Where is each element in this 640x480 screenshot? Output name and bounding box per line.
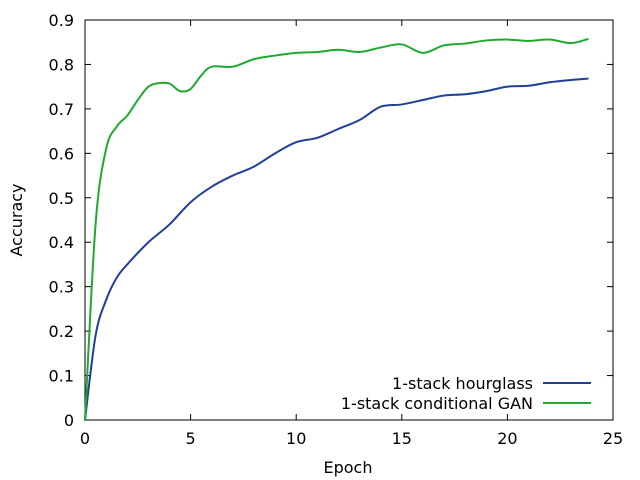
x-axis-label: Epoch bbox=[324, 458, 373, 477]
y-tick-label: 0.6 bbox=[49, 144, 74, 163]
y-axis-ticks: 0 0.1 0.2 0.3 0.4 0.5 0.6 0.7 0.8 0.9 bbox=[49, 11, 613, 430]
y-tick-label: 0 bbox=[64, 411, 74, 430]
y-axis-label: Accuracy bbox=[7, 183, 26, 256]
y-tick-label: 0.1 bbox=[49, 367, 74, 386]
series-line-2 bbox=[84, 38, 589, 421]
x-tick-label: 5 bbox=[186, 429, 196, 448]
y-tick-label: 0.8 bbox=[49, 55, 74, 74]
y-tick-label: 0.7 bbox=[49, 100, 74, 119]
x-tick-label: 25 bbox=[603, 429, 623, 448]
x-axis-ticks: 0 5 10 15 20 25 bbox=[80, 20, 623, 448]
y-tick-label: 0.2 bbox=[49, 322, 74, 341]
legend-label: 1-stack hourglass bbox=[392, 374, 533, 393]
y-tick-label: 0.9 bbox=[49, 11, 74, 30]
x-tick-label: 0 bbox=[80, 429, 90, 448]
y-tick-label: 0.3 bbox=[49, 278, 74, 297]
series-layer bbox=[84, 38, 589, 421]
y-tick-label: 0.5 bbox=[49, 189, 74, 208]
y-tick-label: 0.4 bbox=[49, 233, 74, 252]
x-tick-label: 20 bbox=[497, 429, 517, 448]
x-tick-label: 10 bbox=[286, 429, 306, 448]
series-line-1 bbox=[84, 77, 589, 421]
plot-area bbox=[84, 19, 614, 421]
x-tick-label: 15 bbox=[392, 429, 412, 448]
legend-label: 1-stack conditional GAN bbox=[341, 394, 533, 413]
plot-frame bbox=[84, 19, 614, 421]
